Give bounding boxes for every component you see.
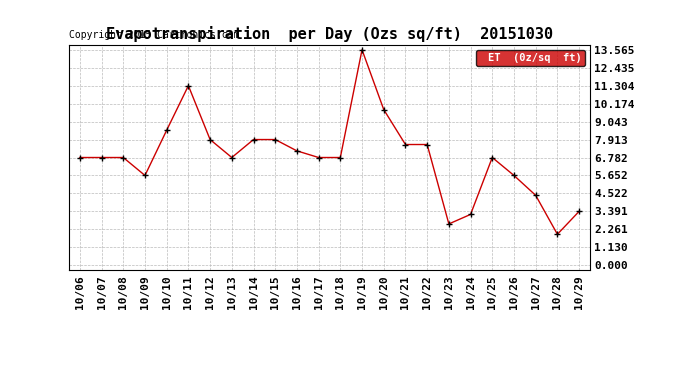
Title: Evapotranspiration  per Day (Ozs sq/ft)  20151030: Evapotranspiration per Day (Ozs sq/ft) 2… [106,27,553,42]
Text: Copyright 2015 Cartronics.com: Copyright 2015 Cartronics.com [69,30,239,40]
Legend: ET  (0z/sq  ft): ET (0z/sq ft) [476,50,584,66]
